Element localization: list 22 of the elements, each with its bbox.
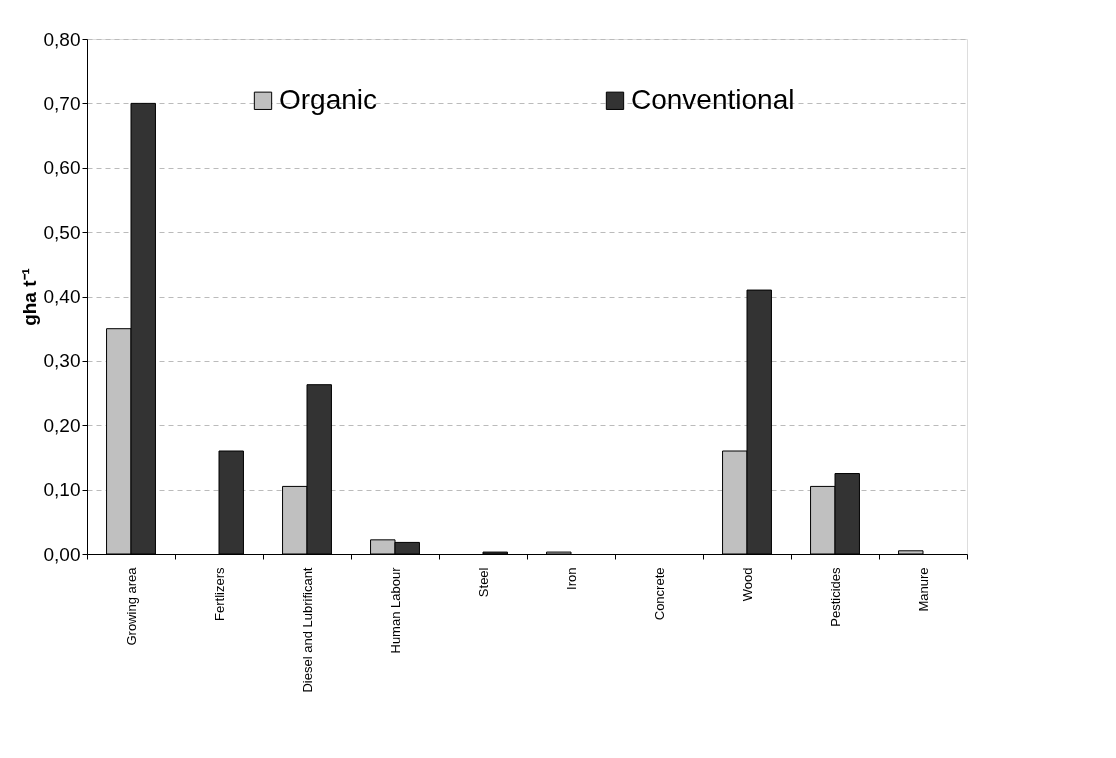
- y-tick-label: 0,00: [43, 543, 81, 565]
- legend-label: Organic: [279, 83, 378, 115]
- x-tick-label: Steel: [475, 567, 491, 598]
- y-tick-label: 0,30: [43, 350, 81, 372]
- y-axis-title: gha t⁻¹: [18, 268, 40, 326]
- x-tick-label: Human Labour: [387, 566, 403, 654]
- y-tick-label: 0,50: [43, 221, 81, 243]
- x-tick-label: Diesel and Lubrificant: [299, 567, 315, 693]
- y-tick-label: 0,60: [43, 157, 81, 179]
- x-tick-label: Fertlizers: [211, 567, 227, 621]
- x-tick-label: Concrete: [651, 567, 667, 621]
- y-tick-label: 0,10: [43, 479, 81, 501]
- y-tick-label: 0,80: [43, 28, 81, 50]
- x-tick-label: Wood: [739, 567, 755, 602]
- y-tick-label: 0,70: [43, 92, 81, 114]
- x-tick-label: Pesticides: [827, 567, 843, 627]
- y-tick-label: 0,20: [43, 414, 81, 436]
- y-tick-label: 0,40: [43, 286, 81, 307]
- legend-label: Conventional: [631, 83, 795, 115]
- x-tick-label: Manure: [915, 567, 931, 612]
- x-tick-label: Growing area: [123, 566, 139, 646]
- x-tick-label: Iron: [563, 567, 579, 590]
